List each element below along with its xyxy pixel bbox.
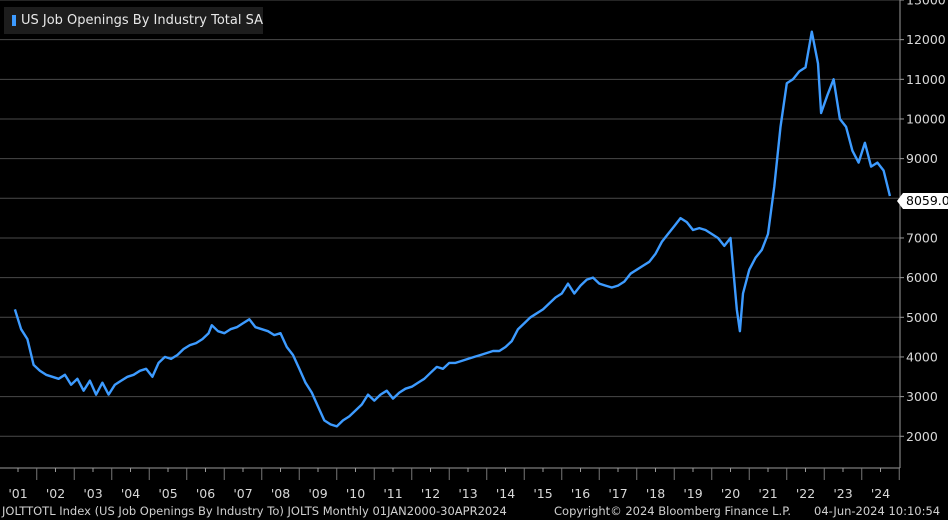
x-tick-label: '22 [796,486,815,501]
y-tick-label: 4000 [906,349,938,364]
legend-swatch-icon [12,15,16,26]
y-tick-label: 5000 [906,310,938,325]
x-tick-label: '07 [233,486,252,501]
series-line-job-openings [13,30,892,428]
x-tick-label: '18 [646,486,665,501]
x-tick-label: '12 [421,486,440,501]
x-tick-label: '06 [196,486,215,501]
y-tick-label: 11000 [906,72,946,87]
y-tick-label: 9000 [906,151,938,166]
x-tick-label: '24 [871,486,890,501]
x-tick-label: '05 [158,486,177,501]
x-tick-label: '03 [83,486,102,501]
x-tick-label: '04 [121,486,140,501]
x-tick-label: '16 [571,486,590,501]
x-tick-label: '11 [383,486,402,501]
y-tick-label: 7000 [906,230,938,245]
x-tick-label: '01 [8,486,27,501]
x-tick-label: '15 [533,486,552,501]
footer-copyright: Copyright© 2024 Bloomberg Finance L.P. [554,504,791,518]
legend-label: US Job Openings By Industry Total SA [20,13,263,28]
x-tick-label: '08 [271,486,290,501]
x-tick-label: '21 [758,486,777,501]
footer-timestamp: 04-Jun-2024 10:10:54 [814,504,941,518]
x-tick-label: '02 [46,486,65,501]
y-tick-label: 10000 [906,111,946,126]
x-tick-label: '23 [833,486,852,501]
legend: US Job Openings By Industry Total SA [4,7,263,34]
y-tick-label: 6000 [906,270,938,285]
y-tick-label: 2000 [906,429,938,444]
y-tick-label: 3000 [906,389,938,404]
x-tick-label: '10 [346,486,365,501]
footer: JOLTTOTL Index (US Job Openings By Indus… [0,502,948,520]
x-tick-label: '09 [308,486,327,501]
x-tick-label: '14 [496,486,515,501]
x-tick-label: '20 [721,486,740,501]
x-tick-label: '13 [458,486,477,501]
y-axis-ticks: 2000300040005000600070008000900010000110… [900,0,946,444]
grid-lines [0,0,900,437]
y-tick-label: 12000 [906,32,946,47]
x-tick-label: '19 [683,486,702,501]
y-tick-label: 13000 [906,0,946,8]
footer-source: JOLTTOTL Index (US Job Openings By Indus… [2,504,507,518]
x-tick-label: '17 [608,486,627,501]
last-value-tag: 8059.0 [897,193,948,209]
x-axis-ticks: '01 '02 '03 '04 '05 '06 '07 '08 '09 '10 '11 '12 '13 '… [8,468,900,501]
